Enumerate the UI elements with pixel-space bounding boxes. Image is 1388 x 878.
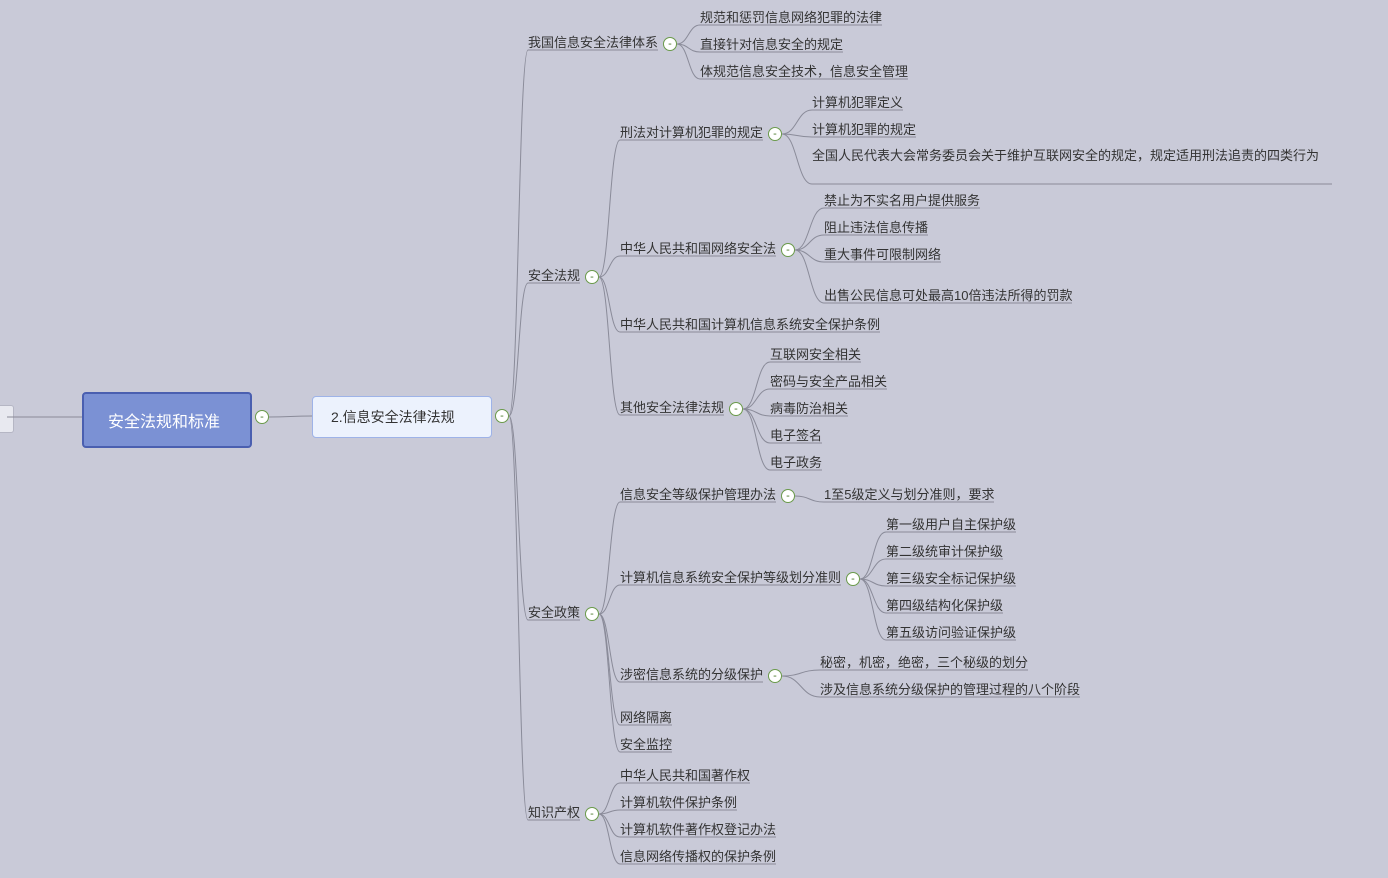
toggle-b1[interactable]: - xyxy=(663,37,677,51)
toggle-b3c1[interactable]: - xyxy=(781,489,795,503)
leaf-b1-0: 规范和惩罚信息网络犯罪的法律 xyxy=(700,5,882,28)
leaf-b2c4-1: 密码与安全产品相关 xyxy=(770,369,887,392)
toggle-b2c4[interactable]: - xyxy=(729,402,743,416)
toggle-b2c2[interactable]: - xyxy=(781,243,795,257)
branch-b4[interactable]: 知识产权 xyxy=(528,800,580,823)
leaf-b2c1-2: 全国人民代表大会常务委员会关于维护互联网安全的规定，规定适用刑法追责的四类行为 xyxy=(812,144,1332,168)
leaf-b4-1: 计算机软件保护条例 xyxy=(620,790,737,813)
leaf-b2c4-4: 电子政务 xyxy=(770,450,822,473)
leaf-b2c1-1: 计算机犯罪的规定 xyxy=(812,117,916,140)
leaf-b2c4-0: 互联网安全相关 xyxy=(770,342,861,365)
leaf-b2c1-0: 计算机犯罪定义 xyxy=(812,90,903,113)
toggle-b2c1[interactable]: - xyxy=(768,127,782,141)
leaf-b3c3-0: 秘密，机密，绝密，三个秘级的划分 xyxy=(820,650,1028,673)
leaf-b3c2-3: 第四级结构化保护级 xyxy=(886,593,1003,616)
leaf-b3c2-1: 第二级统审计保护级 xyxy=(886,539,1003,562)
toggle-b4[interactable]: - xyxy=(585,807,599,821)
leaf-b3c2-0: 第一级用户自主保护级 xyxy=(886,512,1016,535)
toggle-b3c3[interactable]: - xyxy=(768,669,782,683)
toggle-b3c2[interactable]: - xyxy=(846,572,860,586)
toggle-b3[interactable]: - xyxy=(585,607,599,621)
branch-b2c3[interactable]: 中华人民共和国计算机信息系统安全保护条例 xyxy=(620,312,880,335)
leaf-b2c4-3: 电子签名 xyxy=(770,423,822,446)
root-toggle[interactable]: - xyxy=(255,410,269,424)
leaf-b3c2-4: 第五级访问验证保护级 xyxy=(886,620,1016,643)
leaf-b3c3-1: 涉及信息系统分级保护的管理过程的八个阶段 xyxy=(820,677,1080,700)
leaf-b3c1-0: 1至5级定义与划分准则，要求 xyxy=(824,482,994,505)
leaf-b3c2-2: 第三级安全标记保护级 xyxy=(886,566,1016,589)
root-node[interactable]: 安全法规和标准 xyxy=(82,392,252,448)
subroot-toggle[interactable]: - xyxy=(495,409,509,423)
branch-b2c4[interactable]: 其他安全法律法规 xyxy=(620,395,724,418)
branch-b1[interactable]: 我国信息安全法律体系 xyxy=(528,30,658,53)
leaf-b2c2-3: 出售公民信息可处最高10倍违法所得的罚款 xyxy=(824,283,1072,306)
leaf-b4-0: 中华人民共和国著作权 xyxy=(620,763,750,786)
leaf-b1-1: 直接针对信息安全的规定 xyxy=(700,32,843,55)
branch-b3c3[interactable]: 涉密信息系统的分级保护 xyxy=(620,662,763,685)
leaf-b2c2-1: 阻止违法信息传播 xyxy=(824,215,928,238)
branch-b2c1[interactable]: 刑法对计算机犯罪的规定 xyxy=(620,120,763,143)
leaf-b2c2-0: 禁止为不实名用户提供服务 xyxy=(824,188,980,211)
left-stub[interactable] xyxy=(0,405,14,433)
branch-b2c2[interactable]: 中华人民共和国网络安全法 xyxy=(620,236,776,259)
toggle-b2[interactable]: - xyxy=(585,270,599,284)
leaf-b1-2: 体规范信息安全技术，信息安全管理 xyxy=(700,59,908,82)
branch-b2[interactable]: 安全法规 xyxy=(528,263,580,286)
branch-b3c1[interactable]: 信息安全等级保护管理办法 xyxy=(620,482,776,505)
leaf-b2c2-2: 重大事件可限制网络 xyxy=(824,242,941,265)
branch-b3[interactable]: 安全政策 xyxy=(528,600,580,623)
mindmap-canvas: 安全法规和标准-2.信息安全法律法规-我国信息安全法律体系-规范和惩罚信息网络犯… xyxy=(0,0,1388,878)
branch-b3c5[interactable]: 安全监控 xyxy=(620,732,672,755)
leaf-b4-2: 计算机软件著作权登记办法 xyxy=(620,817,776,840)
branch-b3c2[interactable]: 计算机信息系统安全保护等级划分准则 xyxy=(620,565,841,588)
leaf-b2c4-2: 病毒防治相关 xyxy=(770,396,848,419)
branch-b3c4[interactable]: 网络隔离 xyxy=(620,705,672,728)
leaf-b4-3: 信息网络传播权的保护条例 xyxy=(620,844,776,867)
subroot-node[interactable]: 2.信息安全法律法规 xyxy=(312,396,492,438)
